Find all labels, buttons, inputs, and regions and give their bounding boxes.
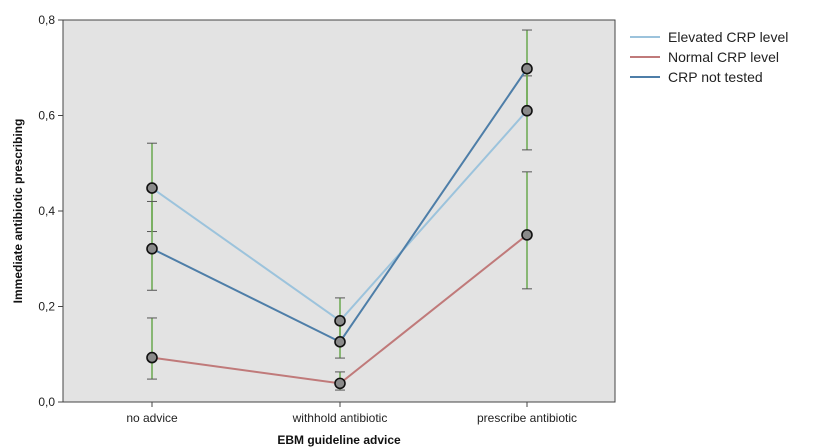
x-axis-title: EBM guideline advice xyxy=(277,433,401,447)
y-tick-label: 0,8 xyxy=(38,13,55,27)
data-point xyxy=(334,315,346,327)
x-tick-label: withhold antibiotic xyxy=(292,411,388,425)
x-tick-label: prescribe antibiotic xyxy=(477,411,577,425)
data-point xyxy=(146,182,158,194)
y-tick-label: 0,0 xyxy=(38,395,55,409)
data-point xyxy=(521,229,533,241)
data-point xyxy=(146,242,158,255)
x-axis: no advice withhold antibiotic prescribe an… xyxy=(126,402,577,425)
data-point xyxy=(521,62,533,75)
data-point xyxy=(521,104,533,117)
y-axis-title: Immediate antibiotic prescribing xyxy=(11,119,25,304)
data-point xyxy=(146,351,158,364)
y-tick-label: 0,6 xyxy=(38,109,55,123)
legend-label: Normal CRP level xyxy=(668,49,779,65)
legend-label: Elevated CRP level xyxy=(668,29,788,45)
x-tick-label: no advice xyxy=(126,411,178,425)
y-tick-label: 0,2 xyxy=(38,300,55,314)
y-tick-label: 0,4 xyxy=(38,204,55,218)
y-axis: 0,0 0,2 0,4 0,6 0,8 xyxy=(38,13,63,409)
data-points xyxy=(146,62,533,390)
legend-label: CRP not tested xyxy=(668,69,763,85)
legend: Elevated CRP level Normal CRP level CRP no… xyxy=(630,29,788,85)
data-point xyxy=(334,377,346,390)
data-point xyxy=(334,336,346,348)
